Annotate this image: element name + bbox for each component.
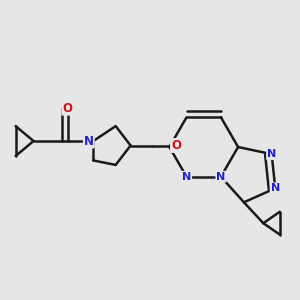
Text: N: N: [182, 172, 191, 182]
Text: O: O: [171, 139, 181, 152]
Text: N: N: [216, 172, 226, 182]
Text: N: N: [84, 134, 94, 148]
Text: N: N: [267, 149, 276, 159]
Text: N: N: [271, 183, 280, 193]
Text: O: O: [62, 102, 72, 115]
